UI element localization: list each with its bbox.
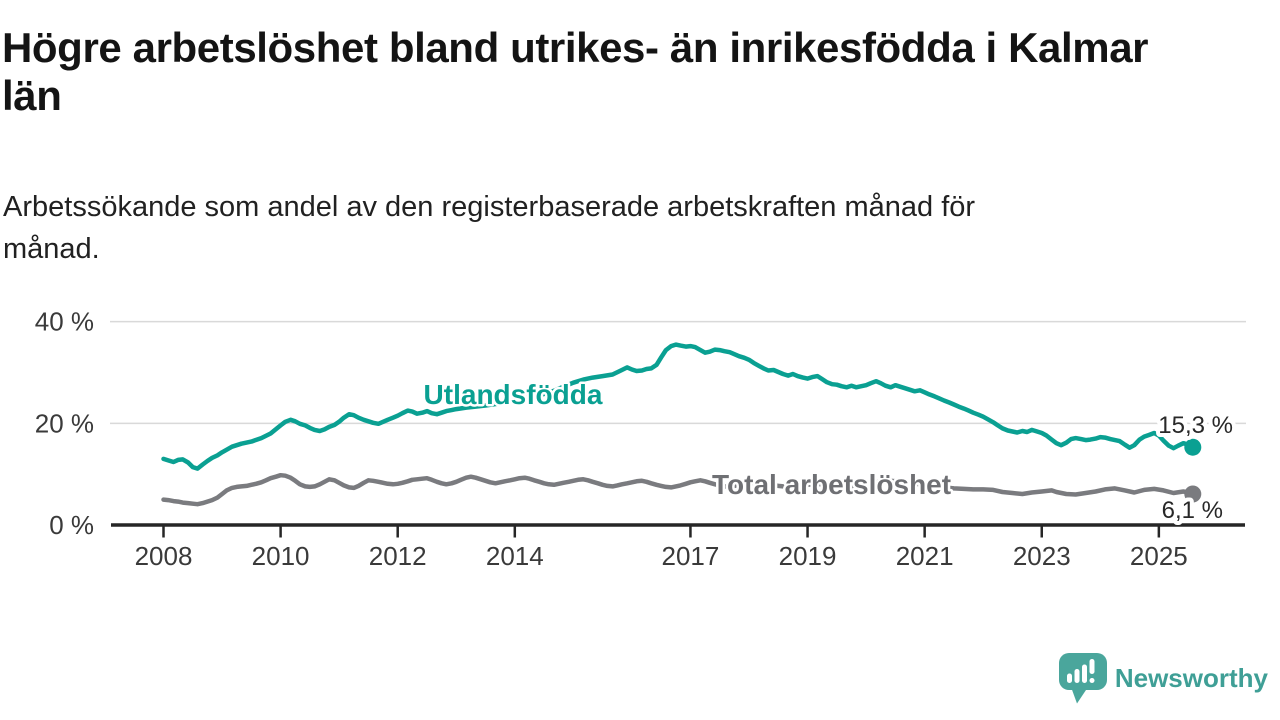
x-tick-label: 2017 <box>662 541 720 571</box>
end-value-label-total: 6,1 % <box>1162 497 1223 524</box>
x-tick-label: 2014 <box>486 541 544 571</box>
series-line-utlandsfodda <box>161 342 1196 471</box>
x-tick-label: 2010 <box>252 541 310 571</box>
series-line-total-arbetsloshet <box>161 472 1196 507</box>
gridlines-group <box>110 320 1246 425</box>
x-tick-label: 2025 <box>1130 541 1188 571</box>
y-tick-label: 20 % <box>35 408 94 438</box>
series-label-total-arbetsloshet: Total arbetslöshet <box>712 469 951 500</box>
axis-labels-group: 0 % 20 % 40 % 2008 2010 2012 2014 2017 2019 2021 2… <box>35 307 1188 571</box>
y-tick-label: 0 % <box>49 510 94 540</box>
newsworthy-wordmark: Newsworthy <box>1114 663 1268 693</box>
x-tick-label: 2023 <box>1013 541 1071 571</box>
x-tick-label: 2012 <box>369 541 427 571</box>
y-tick-label: 40 % <box>35 307 94 337</box>
chart-subtitle: Arbetssökande som andel av den registerb… <box>3 191 976 265</box>
series-label-utlandsfodda: Utlandsfödda <box>424 379 603 410</box>
end-value-label-utlandsfodda: 15,3 % <box>1158 412 1233 439</box>
page-title: Högre arbetslöshet bland utrikes- än inr… <box>2 24 1149 119</box>
x-tick-label: 2008 <box>135 541 193 571</box>
series-lines-group <box>161 342 1202 507</box>
series-endpoint-utlandsfodda <box>1184 438 1202 456</box>
x-axis-group <box>111 523 1245 538</box>
x-tick-label: 2021 <box>896 541 954 571</box>
newsworthy-logo: Newsworthy <box>1058 653 1268 704</box>
newsworthy-speech-bubble-chart-icon <box>1058 653 1107 704</box>
x-tick-label: 2019 <box>779 541 837 571</box>
series-endpoint-total-arbetsloshet <box>1184 485 1202 503</box>
